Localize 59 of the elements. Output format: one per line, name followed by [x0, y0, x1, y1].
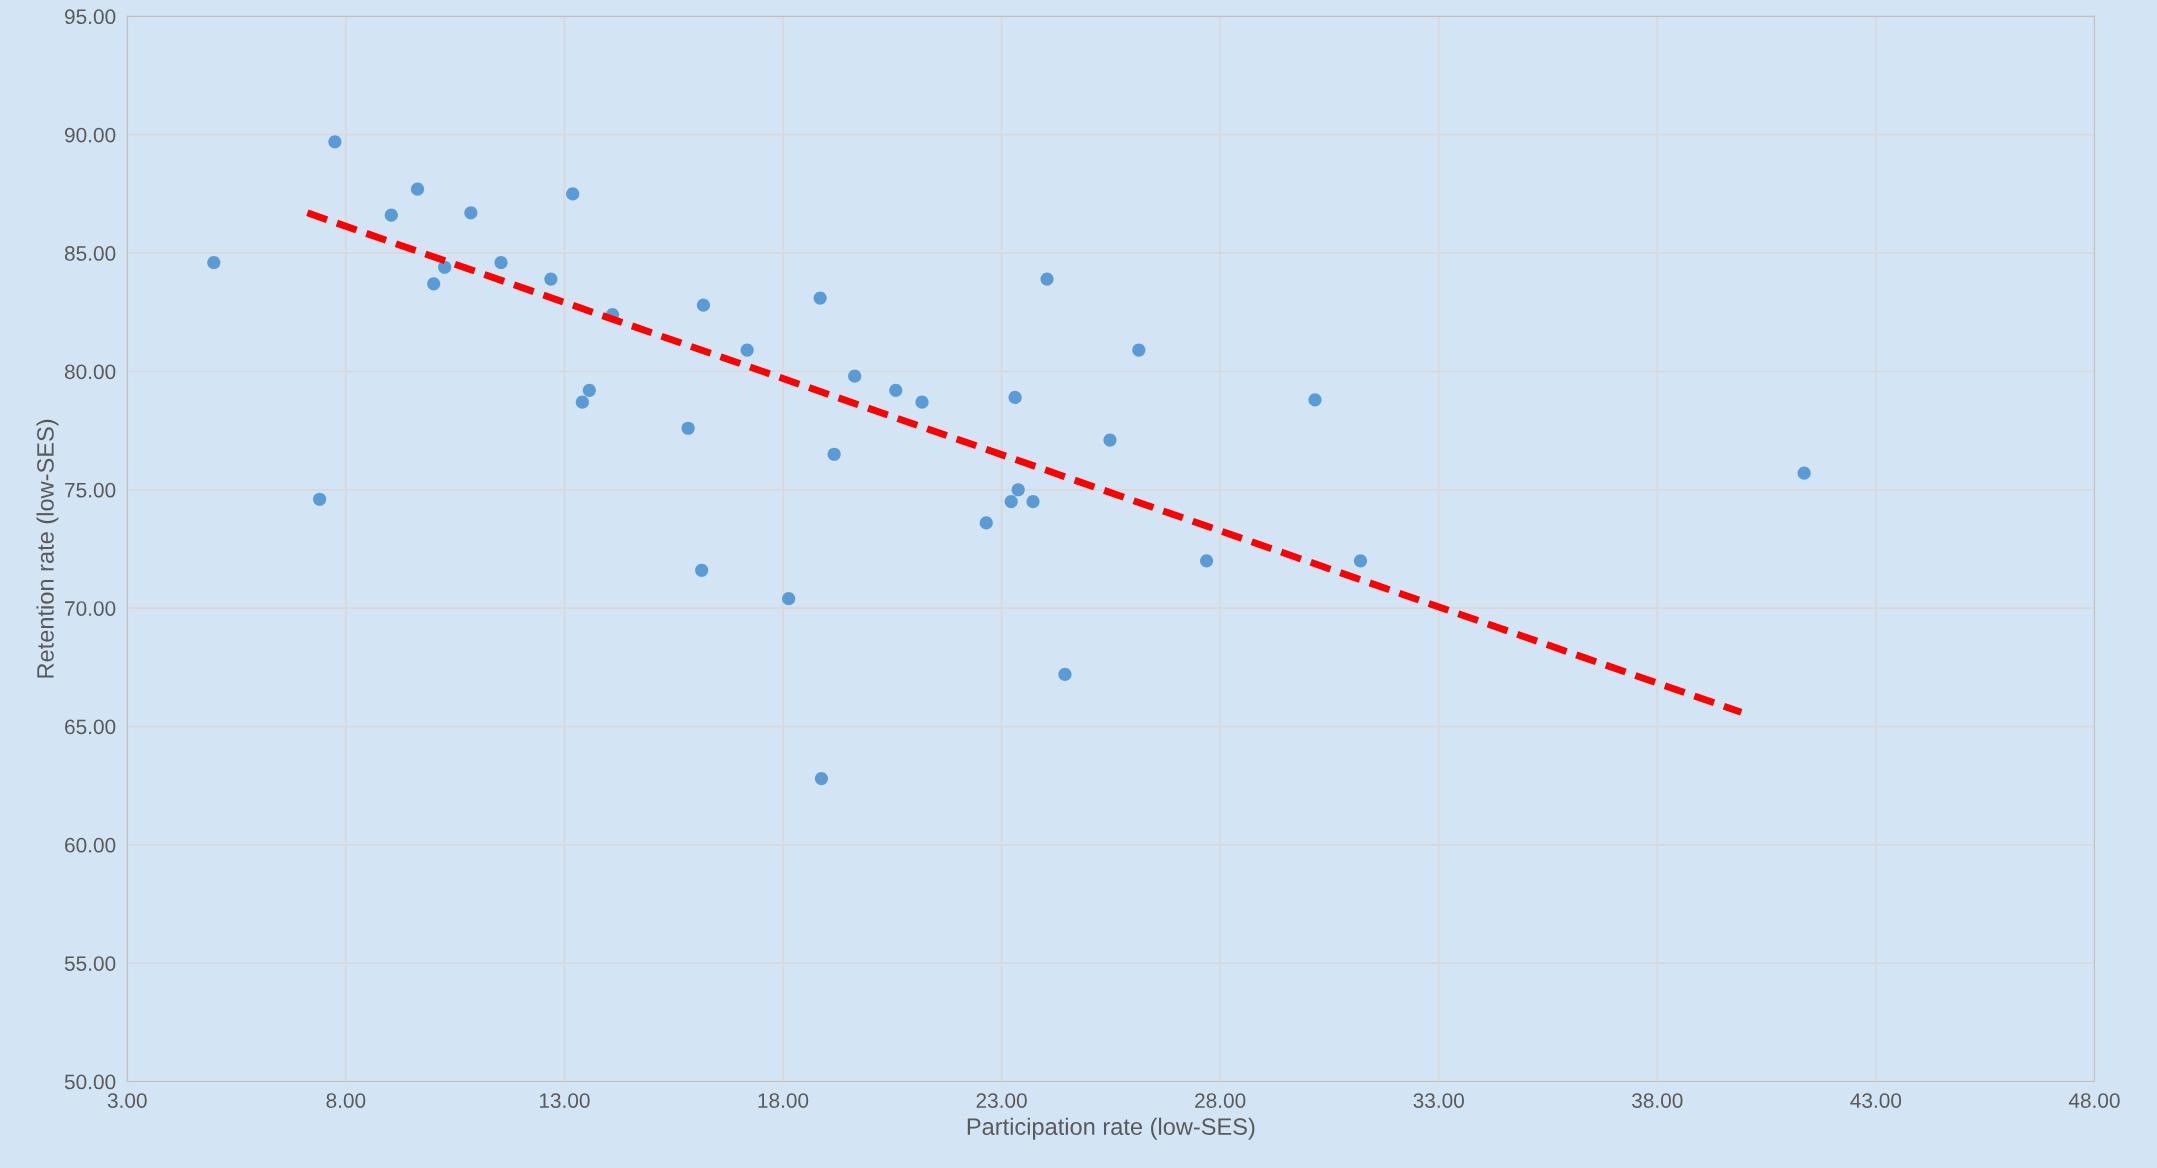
point — [681, 421, 695, 435]
point — [1200, 554, 1214, 568]
y-tick-label: 70.00 — [65, 601, 116, 616]
point — [427, 277, 441, 291]
y-tick-label: 85.00 — [64, 246, 116, 261]
y-tick-label: 80.00 — [64, 364, 116, 380]
point — [695, 563, 709, 577]
point — [1353, 554, 1368, 568]
point — [814, 771, 829, 786]
point — [328, 135, 342, 149]
x-tick-label: 23.00 — [976, 1093, 1027, 1108]
point — [827, 447, 841, 461]
point — [1026, 495, 1040, 509]
x-tick-label: 43.00 — [1850, 1093, 1902, 1108]
x-axis-title: Participation rate (low-SES) — [967, 1117, 1255, 1140]
y-tick-label: 55.00 — [64, 956, 116, 971]
point — [1058, 667, 1072, 682]
point — [1008, 390, 1022, 405]
point — [1011, 483, 1025, 497]
point — [889, 383, 903, 397]
point — [1004, 495, 1018, 509]
point — [566, 187, 580, 201]
point — [1103, 433, 1117, 447]
point — [740, 343, 754, 357]
point — [696, 298, 711, 312]
y-tick-label: 65.00 — [65, 719, 116, 735]
point — [313, 492, 327, 506]
point — [544, 272, 558, 286]
point — [582, 383, 596, 397]
point — [494, 255, 508, 270]
point — [384, 208, 398, 222]
x-tick-label: 8.00 — [326, 1093, 366, 1108]
point — [782, 592, 796, 606]
y-tick-label: 90.00 — [65, 127, 116, 143]
y-tick-label: 95.00 — [65, 9, 116, 25]
point — [979, 516, 993, 530]
point — [1040, 272, 1054, 286]
point — [438, 260, 452, 274]
point — [813, 291, 827, 305]
point — [1797, 466, 1811, 480]
point — [410, 182, 425, 196]
point — [464, 206, 478, 220]
x-tick-label: 13.00 — [539, 1093, 590, 1108]
y-tick-label: 50.00 — [64, 1074, 116, 1090]
x-tick-label: 48.00 — [2068, 1093, 2120, 1108]
x-tick-label: 18.00 — [758, 1093, 809, 1108]
y-tick-label: 60.00 — [65, 837, 116, 853]
point — [207, 255, 221, 270]
point — [575, 395, 589, 409]
y-axis-title: Retention rate (low-SES) — [36, 419, 59, 678]
x-tick-label: 38.00 — [1632, 1093, 1683, 1108]
x-tick-label: 3.00 — [107, 1093, 147, 1108]
point — [848, 369, 862, 383]
x-tick-label: 28.00 — [1195, 1093, 1246, 1108]
point — [915, 395, 929, 409]
y-tick-label: 75.00 — [65, 482, 116, 498]
point — [1308, 393, 1322, 407]
x-tick-label: 33.00 — [1413, 1093, 1464, 1108]
point — [1132, 343, 1146, 357]
